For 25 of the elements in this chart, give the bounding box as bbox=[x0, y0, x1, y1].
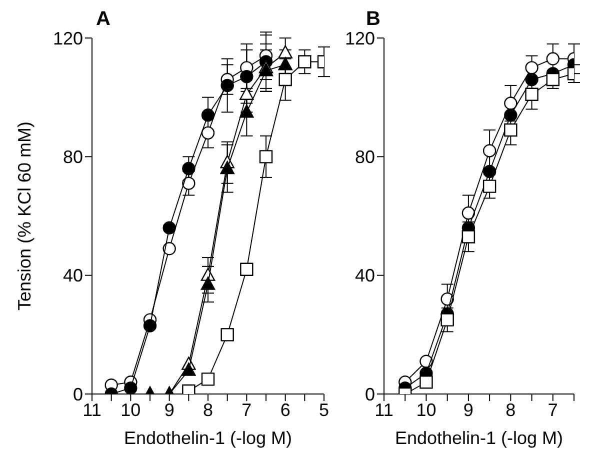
x-tick-label: 11 bbox=[82, 400, 102, 420]
y-tick-label: 120 bbox=[52, 28, 83, 48]
x-tick-label: 9 bbox=[463, 400, 474, 420]
y-tick-label: 40 bbox=[62, 266, 83, 286]
y-tick-label: 80 bbox=[62, 147, 83, 168]
x-tick-label: 7 bbox=[242, 400, 252, 420]
x-tick-label: 10 bbox=[416, 400, 436, 420]
x-tick-label: 7 bbox=[548, 400, 558, 420]
y-tick-label: 120 bbox=[344, 28, 375, 48]
x-tick-label: 8 bbox=[506, 400, 516, 420]
x-tick-label: 11 bbox=[374, 400, 394, 420]
y-axis-title: Tension (% KCl 60 mM) bbox=[14, 121, 34, 311]
chart-title: B bbox=[366, 8, 380, 31]
x-tick-label: 8 bbox=[202, 400, 214, 420]
y-tick-label: 40 bbox=[354, 266, 375, 286]
x-tick-label: 5 bbox=[318, 400, 330, 420]
x-axis-title: Endothelin-1 (-log M) bbox=[124, 428, 292, 448]
y-tick-label: 0 bbox=[364, 384, 375, 404]
chart-title: A bbox=[96, 8, 110, 31]
x-tick-label: 10 bbox=[120, 400, 141, 420]
x-tick-label: 6 bbox=[280, 400, 290, 420]
y-tick-label: 0 bbox=[72, 384, 83, 404]
x-tick-label: 9 bbox=[164, 400, 174, 420]
y-tick-label: 80 bbox=[354, 147, 375, 168]
x-axis-title: Endothelin-1 (-log M) bbox=[394, 428, 564, 448]
